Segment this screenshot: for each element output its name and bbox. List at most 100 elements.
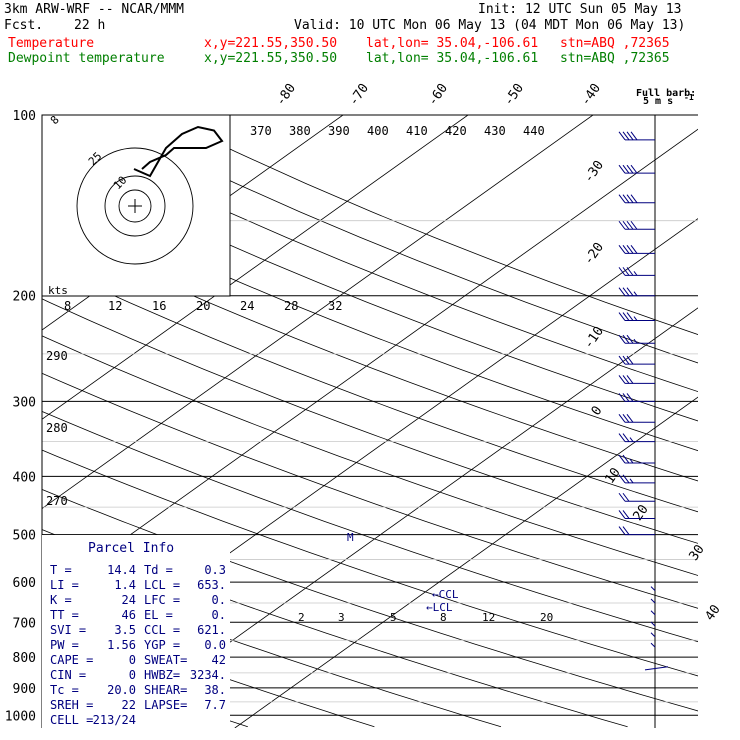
parcel-field-label: T = xyxy=(50,563,72,577)
isotherm-line xyxy=(109,307,698,728)
barb-legend-title: Full barb: xyxy=(636,88,696,99)
pressure-tick-label: 300 xyxy=(13,395,36,410)
wind-barb-feather xyxy=(626,220,634,230)
parcel-field-label: CIN = xyxy=(50,668,86,682)
wind-barb-feather xyxy=(618,194,626,204)
wind-barb-feather xyxy=(622,393,630,402)
wind-barb-feather xyxy=(626,164,634,174)
parcel-field-label: LAPSE= xyxy=(144,698,187,712)
theta-label: 440 xyxy=(523,124,545,138)
parcel-field-value: 0. xyxy=(212,593,226,607)
parcel-field-value: 22 xyxy=(122,698,136,712)
fcst-value: 22 h xyxy=(74,18,106,33)
wind-barb-feather xyxy=(626,375,634,384)
wind-barb-feather xyxy=(618,267,626,276)
wind-barb-half-feather xyxy=(629,478,634,484)
wind-barb-feather xyxy=(618,164,626,174)
hodograph-ring xyxy=(118,189,152,223)
parcel-field-value: 1.56 xyxy=(107,638,136,652)
parcel-field-value: 14.4 xyxy=(107,563,136,577)
parcel-field-value: 0.0 xyxy=(204,638,226,652)
temperature-tick-label: -20 xyxy=(581,240,607,268)
wind-barb-feather xyxy=(618,510,626,519)
wind-barb-half-feather xyxy=(633,338,638,344)
mixing-ratio-label: 20 xyxy=(540,611,553,624)
theta-e-label: 280 xyxy=(46,421,68,435)
wind-barb-feather xyxy=(630,220,638,230)
wind-barb-feather xyxy=(618,393,626,402)
wind-barb-feather xyxy=(622,413,630,423)
wind-barb-half-feather xyxy=(633,291,638,297)
mixing-ratio-label: 8 xyxy=(440,611,447,624)
wind-barb-feather xyxy=(622,267,630,276)
parcel-field-label: CELL = xyxy=(50,713,93,727)
wind-barb-surface xyxy=(644,666,669,671)
parcel-field-label: SWEAT= xyxy=(144,653,187,667)
wind-barb-feather xyxy=(618,334,626,344)
parcel-field-label: PW = xyxy=(50,638,79,652)
wind-barb-feather xyxy=(622,510,630,519)
dry-adiabat xyxy=(42,190,698,452)
wind-barb-feather xyxy=(630,245,638,254)
chart-annotations: Full barb:5 m s -1 ←CCL←LCL M xyxy=(347,88,696,614)
station-temp: stn=ABQ ,72365 xyxy=(560,36,670,51)
theta-label: 420 xyxy=(445,124,467,138)
wind-barb-light xyxy=(650,586,656,592)
parcel-field-label: SREH = xyxy=(50,698,93,712)
wind-barb-feather xyxy=(622,164,630,174)
dry-adiabat xyxy=(42,335,698,576)
parcel-field-label: EL = xyxy=(144,608,173,622)
xy-dew: x,y=221.55,350.50 xyxy=(204,51,338,66)
parcel-field-value: 7.7 xyxy=(204,698,226,712)
lcl-marker: ←LCL xyxy=(426,601,453,614)
fcst-label: Fcst. xyxy=(4,18,44,33)
wind-barb-feather xyxy=(622,287,630,297)
isotherm-line xyxy=(234,396,698,728)
wind-barb-feather xyxy=(626,131,634,141)
hodograph-speed-label: 8 xyxy=(64,299,71,313)
pressure-tick-label: 1000 xyxy=(5,709,36,724)
wind-barb-feather xyxy=(618,355,626,365)
wind-barb xyxy=(618,375,655,384)
wind-barb xyxy=(618,393,655,402)
parcel-field-label: LCL = xyxy=(144,578,180,592)
parcel-info-title: Parcel Info xyxy=(88,541,174,556)
pressure-tick-label: 400 xyxy=(13,470,36,485)
theta-label: 370 xyxy=(250,124,272,138)
pressure-tick-label: 600 xyxy=(13,576,36,591)
wind-barb-feather xyxy=(626,194,634,204)
m-marker: M xyxy=(347,531,354,544)
wind-barb-feather xyxy=(626,267,634,276)
wind-barb-light xyxy=(650,642,656,648)
hodograph-ring xyxy=(104,175,166,237)
isotherm-line xyxy=(42,115,594,510)
wind-barb-feather xyxy=(626,393,634,402)
hodograph-speed-label: 32 xyxy=(328,299,342,313)
wind-barb-feather xyxy=(618,131,626,141)
wind-barb-feather xyxy=(618,526,626,535)
pressure-tick-label: 100 xyxy=(13,109,36,124)
wind-barb-feather xyxy=(626,413,634,423)
wind-barb-feather xyxy=(622,492,630,502)
wind-barb-feather xyxy=(622,526,630,535)
dry-adiabat xyxy=(42,449,698,677)
parcel-info-background xyxy=(42,535,230,728)
hodograph-speed-label: 28 xyxy=(284,299,298,313)
hodograph-speed-label: 24 xyxy=(240,299,254,313)
parcel-field-value: 1.4 xyxy=(114,578,136,592)
parcel-field-value: 653. xyxy=(197,578,226,592)
parcel-field-value: 46 xyxy=(122,608,136,622)
parcel-field-value: 24 xyxy=(122,593,136,607)
parcel-field-value: 3234. xyxy=(190,668,226,682)
dry-adiabat xyxy=(42,410,698,643)
wind-barb-feather xyxy=(618,474,626,484)
temperature-tick-label: -60 xyxy=(425,81,451,109)
wind-barb-feather xyxy=(622,312,630,321)
latlon-dew: lat,lon= 35.04,-106.61 xyxy=(366,51,539,66)
wind-barb-light xyxy=(650,598,656,604)
wind-barb-feather xyxy=(622,474,630,484)
parcel-field-label: YGP = xyxy=(144,638,180,652)
wind-barb-feather xyxy=(630,164,638,174)
